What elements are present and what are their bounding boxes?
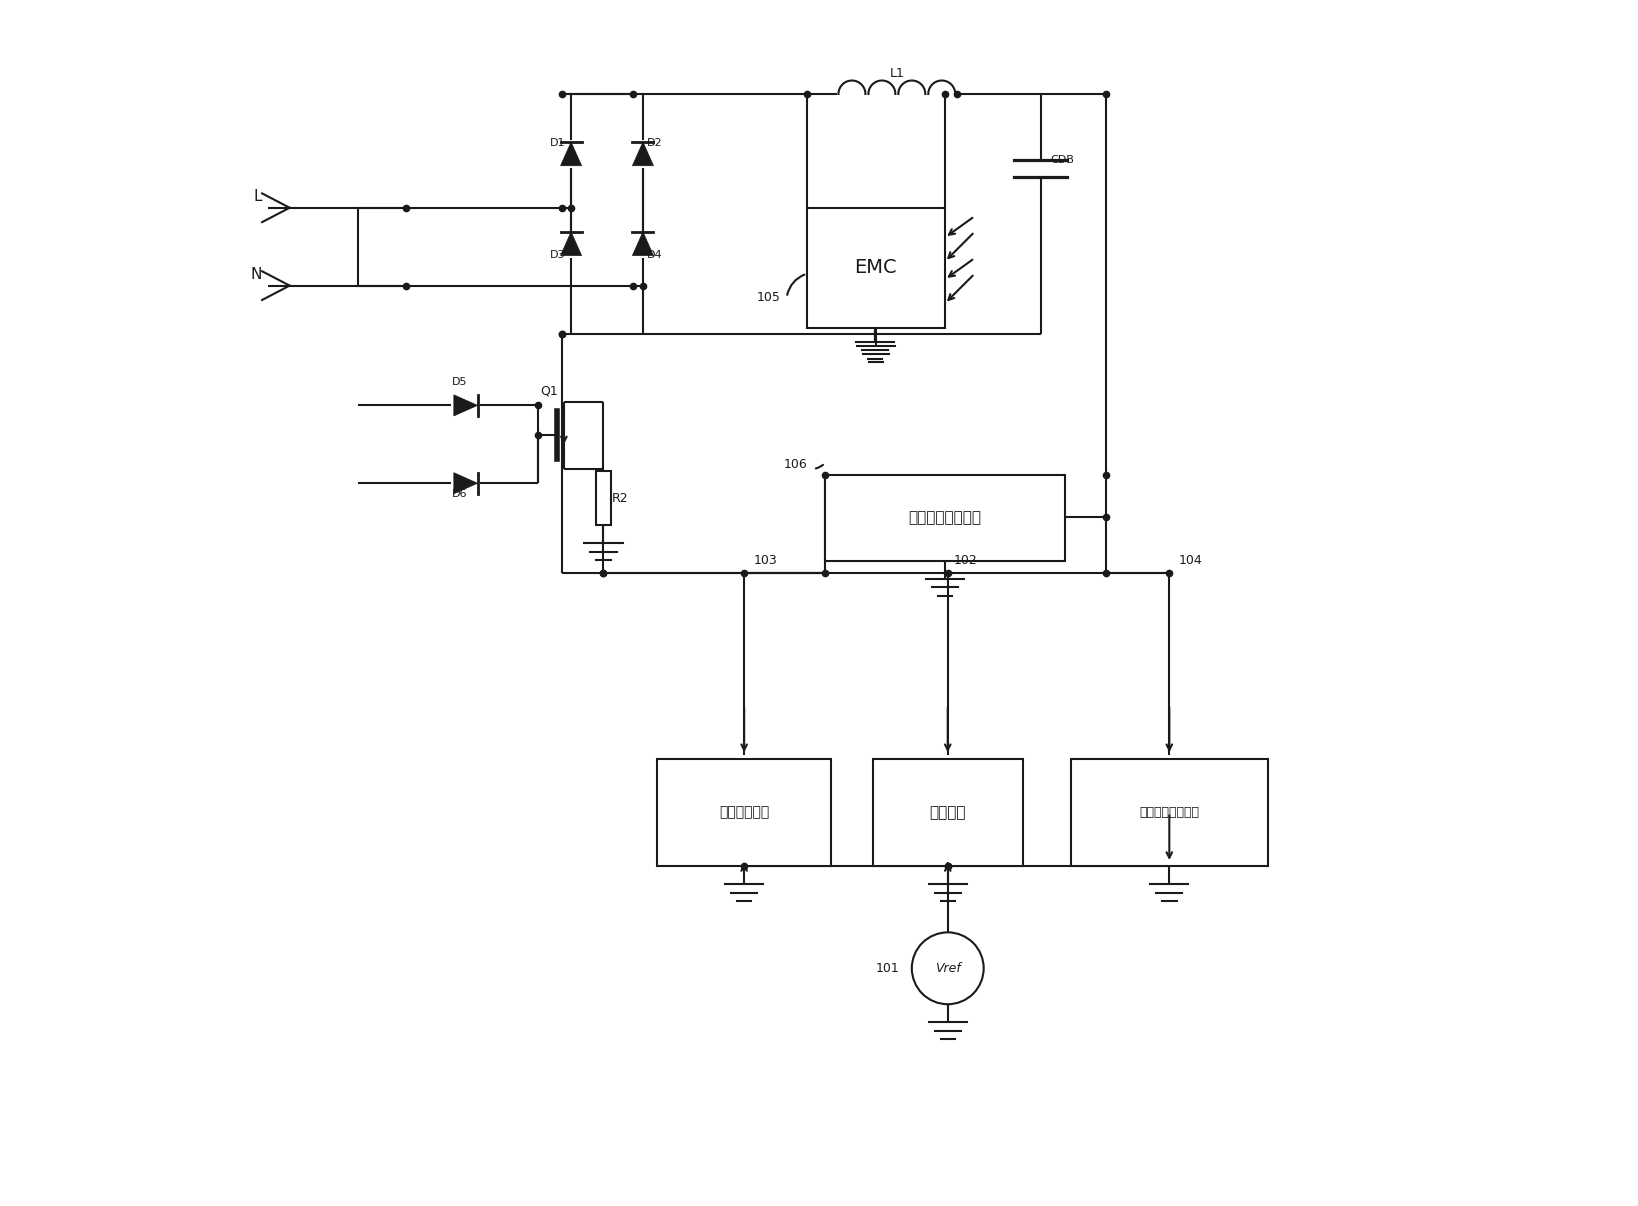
Text: D2: D2 — [647, 137, 662, 148]
Text: 106: 106 — [783, 458, 808, 472]
Text: L: L — [254, 189, 262, 204]
Text: Vref: Vref — [935, 962, 960, 974]
Bar — [657, 759, 830, 866]
Text: R2: R2 — [613, 492, 629, 504]
Text: 斩波检测控制电路: 斩波检测控制电路 — [907, 510, 981, 526]
Text: 102: 102 — [953, 554, 978, 567]
Text: D3: D3 — [550, 250, 565, 259]
Circle shape — [912, 932, 984, 1005]
Text: 105: 105 — [757, 291, 781, 304]
Text: N: N — [251, 267, 262, 282]
Text: 103: 103 — [753, 554, 778, 567]
Polygon shape — [560, 232, 581, 256]
Text: EMC: EMC — [855, 258, 898, 277]
Text: 101: 101 — [876, 962, 899, 974]
Text: 维持电流关断电路: 维持电流关断电路 — [1140, 806, 1199, 819]
Polygon shape — [632, 232, 654, 256]
Text: D6: D6 — [452, 490, 467, 499]
Bar — [596, 472, 611, 525]
Text: L1: L1 — [889, 66, 904, 80]
Text: 限流电路: 限流电路 — [929, 806, 966, 820]
Text: 导通选择电路: 导通选择电路 — [719, 806, 770, 820]
Bar — [873, 759, 1022, 866]
Polygon shape — [454, 473, 478, 493]
Text: Q1: Q1 — [541, 384, 559, 397]
Bar — [808, 207, 945, 328]
Bar — [1071, 759, 1268, 866]
Text: D5: D5 — [452, 377, 467, 387]
Text: 104: 104 — [1179, 554, 1202, 567]
Text: D4: D4 — [647, 250, 662, 259]
Polygon shape — [454, 394, 478, 416]
Polygon shape — [632, 142, 654, 165]
Text: CDB: CDB — [1050, 154, 1075, 165]
Text: D1: D1 — [550, 137, 565, 148]
Bar — [826, 475, 1065, 561]
Polygon shape — [560, 142, 581, 165]
